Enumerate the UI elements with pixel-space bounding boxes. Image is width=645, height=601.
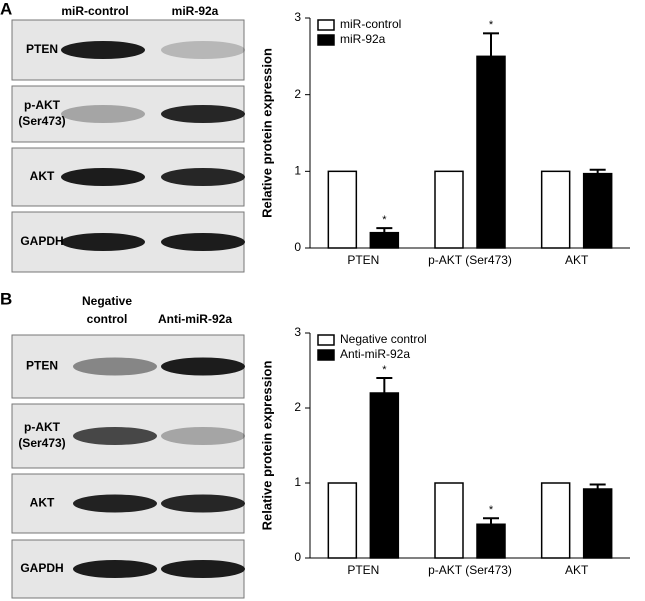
x-tick-label: p-AKT (Ser473) <box>428 563 512 577</box>
band <box>161 494 245 513</box>
y-tick-label: 2 <box>294 87 301 101</box>
x-tick-label: PTEN <box>347 563 379 577</box>
bar <box>540 482 571 559</box>
band <box>61 168 145 186</box>
bar <box>540 170 571 249</box>
bar <box>434 170 464 249</box>
x-tick-label: PTEN <box>347 253 379 267</box>
row-label: (Ser473) <box>18 436 65 450</box>
x-tick-label: AKT <box>565 563 589 577</box>
y-tick-label: 0 <box>294 240 301 254</box>
legend-swatch <box>317 334 335 346</box>
row-label: (Ser473) <box>18 114 65 128</box>
y-tick-label: 3 <box>294 10 301 24</box>
band <box>161 427 245 445</box>
panel-letter: A <box>0 0 12 18</box>
band <box>161 357 245 376</box>
row-label: GAPDH <box>20 234 63 248</box>
row-label: GAPDH <box>20 561 63 575</box>
y-tick-label: 1 <box>294 475 301 489</box>
legend-label: Anti-miR-92a <box>340 347 410 361</box>
bar <box>327 170 358 249</box>
column-header: miR-92a <box>172 4 219 18</box>
legend-label: miR-92a <box>340 32 386 46</box>
y-tick-label: 1 <box>294 164 301 178</box>
x-tick-label: p-AKT (Ser473) <box>428 253 512 267</box>
bar <box>434 482 464 559</box>
band <box>73 427 157 445</box>
significance: * <box>489 504 494 516</box>
band <box>161 168 245 186</box>
column-header: miR-control <box>61 4 128 18</box>
y-axis-label: Relative protein expression <box>259 361 274 531</box>
row-label: AKT <box>30 169 55 183</box>
band <box>73 560 157 578</box>
column-header: Anti-miR-92a <box>158 312 232 326</box>
significance: * <box>489 19 494 31</box>
row-label: PTEN <box>26 42 58 56</box>
bar <box>582 488 613 559</box>
bar <box>369 392 400 559</box>
bar <box>476 523 506 559</box>
row-label: PTEN <box>26 359 58 373</box>
row-label: p-AKT <box>24 98 61 112</box>
legend-label: miR-control <box>340 17 401 31</box>
significance: * <box>382 214 387 226</box>
band <box>61 233 145 251</box>
band <box>161 105 245 123</box>
legend-label: Negative control <box>340 332 427 346</box>
row-label: p-AKT <box>24 420 61 434</box>
band <box>73 357 157 376</box>
legend-swatch <box>317 34 335 46</box>
bar <box>476 55 506 249</box>
band <box>61 105 145 123</box>
y-tick-label: 2 <box>294 400 301 414</box>
column-header: Negative <box>82 294 132 308</box>
legend-swatch <box>317 349 335 361</box>
band <box>161 233 245 251</box>
significance: * <box>382 364 387 376</box>
band <box>161 560 245 578</box>
bar <box>582 172 613 249</box>
bar <box>327 482 358 559</box>
band <box>73 494 157 513</box>
column-header: control <box>87 312 128 326</box>
legend-swatch <box>317 19 335 31</box>
bar <box>369 231 400 249</box>
row-label: AKT <box>30 496 55 510</box>
y-tick-label: 0 <box>294 550 301 564</box>
band <box>61 41 145 59</box>
y-axis-label: Relative protein expression <box>259 48 274 218</box>
panel-letter: B <box>0 289 12 308</box>
y-tick-label: 3 <box>294 325 301 339</box>
band <box>161 41 245 59</box>
x-tick-label: AKT <box>565 253 589 267</box>
